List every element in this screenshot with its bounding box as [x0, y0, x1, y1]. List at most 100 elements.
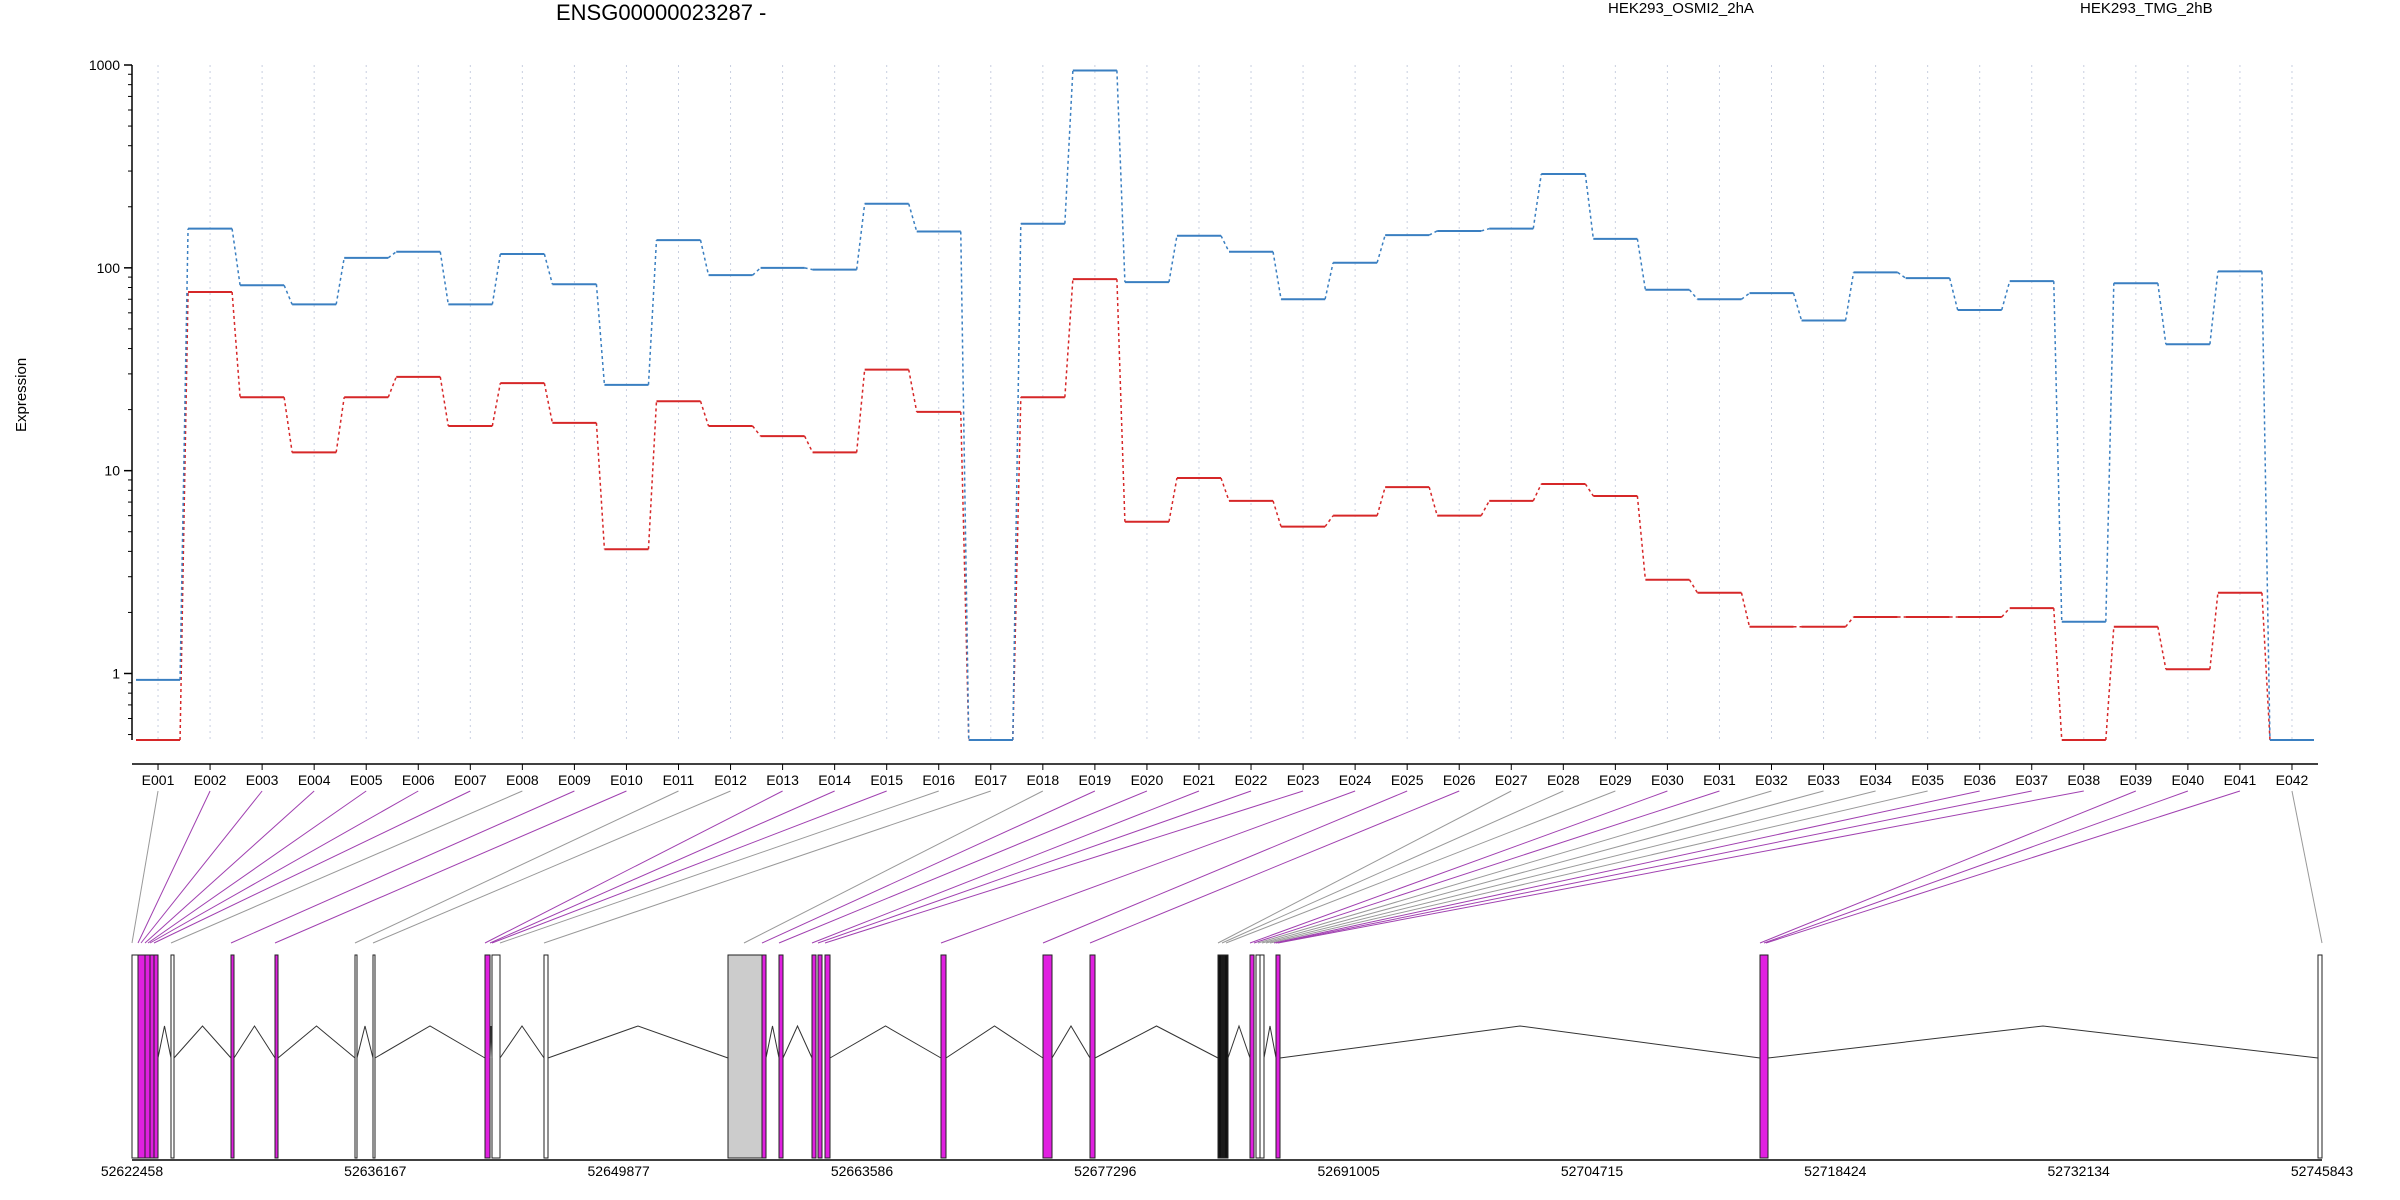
exon-connector [491, 790, 887, 944]
exon-block [940, 954, 947, 1159]
x-tick-label: E037 [2015, 772, 2048, 788]
exon-connector [817, 790, 1252, 944]
chart-axes: 1 10 100 1000 E001 E002 E003 E004 E005 E006 E007 E0… [89, 57, 2318, 788]
intron-line [829, 1025, 942, 1059]
series-connector [543, 253, 554, 285]
exon-connector [149, 790, 419, 944]
exon-block [817, 954, 823, 1159]
series-connector [595, 284, 606, 385]
series-connector [2261, 592, 2271, 741]
exon-connector [761, 790, 1096, 944]
exon-connector [170, 790, 523, 944]
exon-block [1089, 954, 1096, 1159]
exon-connector [811, 790, 1200, 944]
series-connector [2261, 271, 2271, 741]
page-title: ENSG00000023287 - [556, 0, 767, 25]
y-tick-label: 10 [104, 463, 120, 479]
exon-connector [144, 790, 315, 944]
exon-connector [131, 790, 159, 944]
exon-block [2317, 954, 2323, 1159]
series-connector [231, 291, 241, 398]
x-tick-label: E039 [2119, 772, 2152, 788]
exon-grid [157, 65, 2293, 740]
exon-block [1223, 954, 1229, 1159]
series-connector [2157, 283, 2167, 345]
exon-connector [1249, 790, 1668, 944]
intron-line [157, 1025, 172, 1059]
x-tick-label: E022 [1235, 772, 1268, 788]
x-tick-label: E004 [298, 772, 331, 788]
series-connector [543, 383, 554, 424]
exon-connector [140, 790, 263, 944]
exon-connector [543, 790, 991, 944]
series-connector [1688, 579, 1699, 594]
series-connector [960, 231, 970, 741]
exon-connector [1253, 790, 1720, 944]
exon-block [1042, 954, 1053, 1159]
series-connector [491, 253, 502, 305]
exon-block [372, 954, 376, 1159]
intron-line [547, 1025, 729, 1059]
exon-connector [484, 790, 783, 944]
exon-connector [1089, 790, 1460, 944]
intron-line [782, 1024, 813, 1059]
x-tick-label: E011 [663, 772, 695, 788]
series-connector [1376, 234, 1386, 263]
genomic-tick-label: 52663586 [831, 1163, 894, 1179]
series-connector [1324, 262, 1334, 300]
exon-block [131, 954, 139, 1159]
series-connector [1480, 500, 1490, 517]
intron-line [173, 1025, 232, 1059]
series-connector [1636, 238, 1647, 290]
x-tick-label: E013 [766, 772, 799, 788]
x-tick-label: E035 [1911, 772, 1944, 788]
exon-connectors [131, 790, 2323, 944]
series-connector [2001, 607, 2011, 618]
exon-connector [137, 790, 211, 944]
x-tick-label: E026 [1443, 772, 1476, 788]
exon-block [1249, 954, 1255, 1159]
intron-line [499, 1025, 545, 1059]
exon-connector [153, 790, 471, 944]
genomic-tick-label: 52704715 [1561, 1163, 1624, 1179]
series-connector [1481, 227, 1490, 232]
x-tick-label: E025 [1391, 772, 1424, 788]
x-tick-label: E009 [558, 772, 591, 788]
intron-line [356, 1025, 374, 1059]
x-tick-label: E042 [2276, 772, 2309, 788]
series-connector [335, 397, 345, 453]
genomic-tick-label: 52677296 [1074, 1163, 1137, 1179]
exon-block [274, 954, 279, 1159]
series-connector [439, 251, 450, 305]
series-connector [1428, 486, 1438, 516]
x-tick-label: E033 [1807, 772, 1840, 788]
y-tick-label: 1000 [89, 57, 120, 73]
exon-block [1259, 954, 1265, 1159]
x-tick-label: E034 [1859, 772, 1892, 788]
x-tick-label: E001 [142, 772, 175, 788]
exon-connector [940, 790, 1356, 944]
series-connector [1012, 223, 1022, 741]
genomic-tick-label: 52732134 [2048, 1163, 2111, 1179]
series-connector [1064, 279, 1074, 398]
exon-block [543, 954, 549, 1159]
series-connector [1584, 483, 1594, 497]
exon-block [484, 954, 491, 1159]
exon-block [144, 954, 151, 1159]
intron-line [277, 1025, 356, 1059]
series-connector [387, 376, 397, 398]
genomic-tick-label: 52649877 [588, 1163, 651, 1179]
intron-line [1279, 1025, 1761, 1059]
x-tick-label: E021 [1183, 772, 1216, 788]
series-connector [2053, 281, 2063, 622]
y-tick-label: 100 [97, 260, 121, 276]
exon-connector [1042, 790, 1408, 944]
series-connector [179, 291, 189, 741]
x-tick-label: E032 [1755, 772, 1788, 788]
series-connector [1584, 173, 1595, 239]
exon-connector [778, 790, 1148, 944]
exon-block [1255, 954, 1261, 1159]
series-connector [1116, 70, 1126, 283]
intron-line [765, 1025, 780, 1059]
exon-connector [2291, 790, 2323, 944]
